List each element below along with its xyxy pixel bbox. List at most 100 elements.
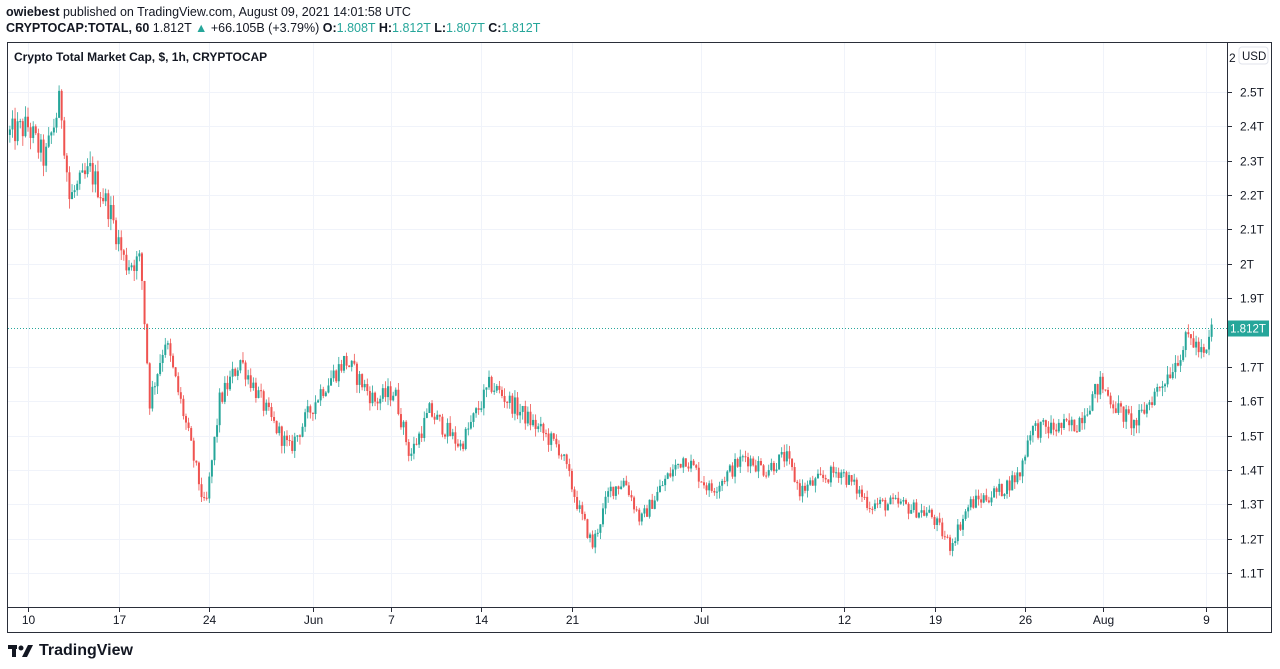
candle-down bbox=[855, 479, 858, 494]
candle-up bbox=[889, 497, 892, 505]
price-tick-label: 1.9T bbox=[1240, 292, 1265, 306]
candle-down bbox=[374, 392, 377, 402]
candle-down bbox=[586, 519, 589, 538]
candle-down bbox=[291, 440, 294, 451]
candle-down bbox=[1169, 374, 1172, 379]
candle-down bbox=[146, 324, 149, 364]
candle-up bbox=[1026, 440, 1029, 457]
candle-down bbox=[529, 411, 532, 426]
candle-down bbox=[710, 483, 713, 491]
candle-down bbox=[868, 507, 871, 509]
candle-down bbox=[930, 509, 933, 518]
author-name[interactable]: owiebest bbox=[6, 5, 60, 19]
candle-down bbox=[1013, 475, 1016, 483]
candle-down bbox=[866, 496, 869, 508]
candle-up bbox=[622, 480, 625, 487]
candle-up bbox=[656, 491, 659, 501]
candle-up bbox=[718, 485, 721, 492]
candle-up bbox=[974, 495, 977, 508]
tradingview-logo[interactable]: TradingView bbox=[8, 642, 133, 660]
candle-up bbox=[726, 471, 729, 482]
candle-up bbox=[1021, 460, 1024, 477]
price-tick-label: 1.3T bbox=[1240, 498, 1265, 512]
candle-up bbox=[117, 237, 120, 245]
candle-up bbox=[1184, 332, 1187, 351]
candle-up bbox=[677, 463, 680, 465]
candle-down bbox=[987, 500, 990, 503]
candle-up bbox=[1125, 409, 1128, 422]
candle-up bbox=[1145, 404, 1148, 414]
price-axis[interactable]: 2.5T 2.4T 2.3T 2.2T 2.1T 2T 1.9T 1.7T 1.6T 1.5T 1.… bbox=[1227, 86, 1265, 581]
brand-name: TradingView bbox=[39, 642, 133, 659]
candle-down bbox=[542, 423, 545, 434]
candle-up bbox=[301, 426, 304, 437]
candle-down bbox=[845, 472, 848, 485]
candle-up bbox=[775, 469, 778, 472]
candle-down bbox=[941, 522, 944, 537]
close-label: C: bbox=[488, 21, 502, 35]
candle-down bbox=[63, 120, 66, 156]
candle-up bbox=[969, 499, 972, 508]
time-tick-label: Jun bbox=[304, 613, 323, 627]
candle-up bbox=[1140, 409, 1143, 411]
candle-up bbox=[319, 389, 322, 401]
candle-down bbox=[1197, 341, 1200, 353]
candle-down bbox=[552, 433, 555, 439]
candle-up bbox=[899, 501, 902, 504]
candle-down bbox=[125, 254, 128, 271]
candle-up bbox=[423, 417, 426, 438]
currency-badge[interactable] bbox=[1238, 46, 1269, 65]
candle-up bbox=[78, 172, 81, 184]
candle-down bbox=[200, 484, 203, 498]
candle-down bbox=[516, 397, 519, 416]
candle-up bbox=[358, 374, 361, 385]
candle-up bbox=[601, 508, 604, 525]
candle-down bbox=[638, 509, 641, 522]
candle-down bbox=[679, 463, 682, 468]
candle-down bbox=[938, 518, 941, 523]
candle-down bbox=[148, 363, 151, 409]
candle-down bbox=[949, 537, 952, 551]
candle-up bbox=[563, 454, 566, 456]
candle-down bbox=[798, 483, 801, 497]
candle-up bbox=[780, 452, 783, 455]
time-tick-label: 21 bbox=[566, 613, 580, 627]
candle-up bbox=[76, 183, 79, 191]
candle-up bbox=[156, 374, 159, 387]
candle-down bbox=[684, 458, 687, 467]
candle-down bbox=[1037, 423, 1040, 438]
high-value: 1.812T bbox=[392, 21, 431, 35]
candle-up bbox=[990, 497, 993, 503]
candle-down bbox=[221, 392, 224, 402]
candle-up bbox=[1200, 347, 1203, 353]
candle-up bbox=[480, 408, 483, 410]
candle-up bbox=[332, 370, 335, 379]
candle-up bbox=[1088, 410, 1091, 415]
candle-down bbox=[1096, 384, 1099, 395]
time-axis[interactable]: 10 17 24 Jun 7 14 21 Jul 12 19 26 Aug 9 bbox=[22, 607, 1210, 627]
candle-up bbox=[392, 395, 395, 401]
candle-up bbox=[464, 428, 467, 449]
candle-up bbox=[485, 387, 488, 390]
candle-down bbox=[646, 508, 649, 517]
candle-up bbox=[741, 456, 744, 458]
candle-down bbox=[796, 481, 799, 484]
candle-up bbox=[879, 499, 882, 505]
candle-down bbox=[311, 412, 314, 414]
candle-up bbox=[159, 362, 162, 375]
candle-up bbox=[767, 470, 770, 476]
candle-up bbox=[231, 368, 234, 377]
candle-up bbox=[278, 426, 281, 434]
candle-down bbox=[772, 462, 775, 472]
candle-down bbox=[995, 488, 998, 492]
candle-down bbox=[254, 382, 257, 398]
candle-down bbox=[21, 121, 24, 137]
candle-down bbox=[591, 534, 594, 548]
symbol-legend: CRYPTOCAP:TOTAL, 60 1.812T ▲ +66.105B (+… bbox=[6, 21, 540, 35]
candle-down bbox=[27, 116, 29, 128]
candle-down bbox=[1075, 431, 1078, 433]
candle-up bbox=[153, 386, 156, 388]
candle-up bbox=[1132, 419, 1135, 429]
candle-down bbox=[368, 391, 371, 404]
